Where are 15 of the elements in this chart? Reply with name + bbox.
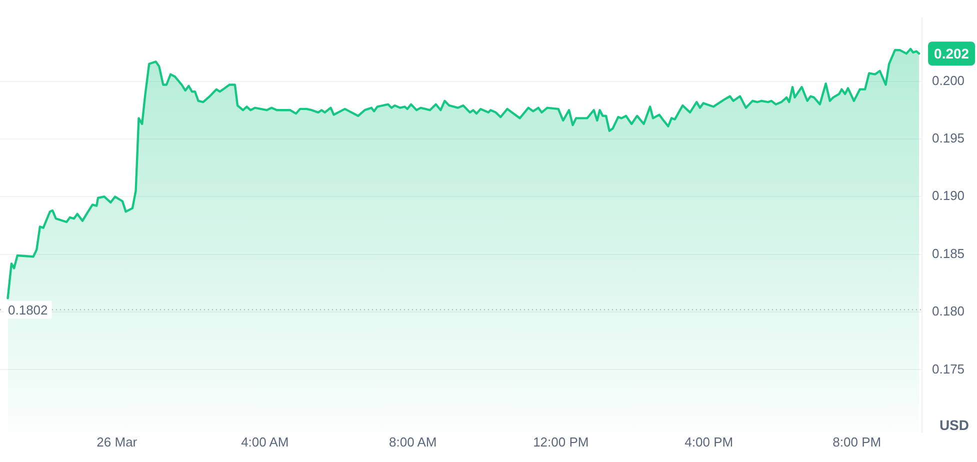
y-tick-label: 0.185 (932, 246, 965, 261)
y-tick-label: 0.200 (932, 72, 965, 88)
x-tick-label: 4:00 PM (684, 434, 734, 450)
x-tick-label: 12:00 PM (533, 434, 589, 450)
y-tick-label: 0.175 (932, 361, 965, 376)
ref-line-label: 0.1802 (8, 302, 48, 318)
y-axis-title: USD (939, 416, 969, 433)
x-tick-label: 8:00 PM (832, 434, 882, 450)
x-tick-label: 26 Mar (96, 434, 138, 450)
y-tick-label: 0.190 (932, 188, 965, 204)
y-tick-label: 0.180 (932, 304, 965, 319)
annotation: 0.202 (934, 45, 970, 62)
x-tick-label: 4:00 AM (241, 434, 289, 450)
x-tick-label: 8:00 AM (389, 434, 437, 450)
y-tick-label: 0.195 (932, 130, 965, 146)
